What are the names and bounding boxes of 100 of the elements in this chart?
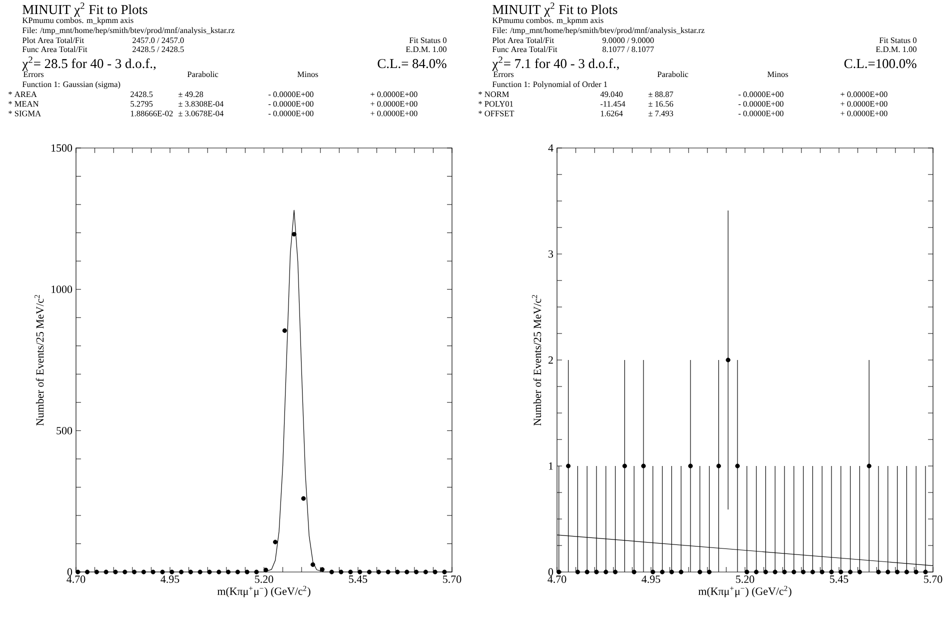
point	[170, 570, 174, 574]
point	[188, 570, 193, 574]
chart-subtitle: KPmumu combos. m_kpmm axis	[22, 17, 134, 25]
y-tick-label: 2	[548, 356, 553, 364]
point	[264, 568, 268, 572]
point	[886, 570, 890, 574]
text: Parabolic	[657, 71, 688, 78]
point	[207, 570, 212, 574]
y-axis-title: Number of Events/25 MeV/c$^{2}$	[532, 295, 542, 426]
point	[292, 232, 296, 236]
text: Errors	[493, 72, 514, 78]
x-tick-label: 5.70	[443, 576, 462, 583]
point	[829, 570, 834, 574]
point	[235, 570, 240, 574]
point	[838, 570, 844, 574]
text: Function 1: Polynomial of Order 1	[492, 81, 608, 89]
point	[301, 496, 306, 501]
x-axis-title: m(Kπμ$^{+}$μ$^{−}$) (GeV/c$^{2}$)	[698, 586, 792, 598]
x-tick-label: 4.95	[160, 576, 180, 583]
point	[698, 570, 702, 574]
text: - 0.0000E+00	[268, 110, 314, 116]
point	[792, 570, 796, 574]
text: ± 16.56	[648, 101, 674, 107]
text: Fit Status 0	[879, 37, 916, 44]
y-tick-label: 3	[548, 250, 554, 258]
text: -11.454	[600, 101, 626, 107]
point	[141, 570, 146, 574]
point	[423, 570, 428, 574]
text: * NORM	[478, 92, 509, 98]
text: 1.88666E-02	[130, 110, 173, 116]
text: * POLY01	[478, 101, 513, 107]
text: E.D.M. 1.00	[876, 46, 916, 52]
point	[914, 570, 918, 574]
point	[198, 570, 202, 574]
text: - 0.0000E+00	[738, 91, 784, 98]
text: + 0.0000E+00	[840, 101, 888, 107]
point	[84, 570, 90, 574]
point	[895, 570, 900, 574]
text: - 0.0000E+00	[268, 91, 314, 98]
text: Minos	[767, 72, 788, 78]
text: File: /tmp_mnt/home/hep/smith/btev/prod/mnf/analysis_kstar.rz	[492, 27, 704, 35]
point	[556, 570, 562, 574]
text: E.D.M. 1.00	[406, 46, 446, 52]
point	[178, 570, 184, 574]
point	[594, 570, 599, 574]
point	[801, 570, 806, 574]
x-tick-label: 4.95	[642, 576, 660, 583]
point	[414, 570, 419, 574]
point	[857, 570, 862, 574]
point	[876, 570, 881, 574]
point	[688, 464, 693, 468]
point	[76, 570, 80, 574]
text: Minos	[297, 72, 318, 78]
text: 2428.5	[130, 91, 153, 98]
point	[848, 570, 853, 574]
point	[604, 570, 608, 574]
y-axis-title: Number of Events/25 MeV/c$^{2}$	[34, 295, 44, 426]
text: 2457.0 / 2457.0	[132, 37, 184, 44]
point	[726, 358, 730, 362]
text: χ$^{2}$= 28.5 for 40 - 3 d.o.f.,	[22, 56, 156, 71]
point	[612, 570, 618, 574]
y-tick-label: 0	[67, 568, 72, 576]
point	[632, 570, 636, 574]
text: * OFFSET	[478, 110, 514, 116]
point	[386, 570, 390, 574]
point	[669, 570, 674, 574]
point	[754, 570, 759, 574]
point	[320, 567, 325, 572]
point	[923, 570, 928, 574]
text: + 0.0000E+00	[840, 110, 888, 116]
y-tick-label: 1	[548, 462, 553, 470]
point	[329, 570, 334, 574]
point	[226, 570, 231, 574]
point	[904, 570, 909, 574]
text: C.L.= 84.0%	[378, 59, 446, 68]
text: File: /tmp_mnt/home/hep/smith/btev/prod/mnf/analysis_kstar.rz	[22, 27, 234, 35]
text: - 0.0000E+00	[268, 101, 314, 107]
text: 2428.5 / 2428.5	[132, 46, 184, 52]
chart-subtitle: KPmumu combos. m_kpmm axis	[492, 17, 604, 25]
x-tick-label: 5.20	[255, 576, 274, 583]
y-tick-label: 4	[548, 144, 554, 152]
point	[735, 464, 740, 468]
point	[716, 464, 721, 468]
text: Errors	[23, 72, 44, 78]
text: Parabolic	[187, 71, 218, 78]
text: ± 49.28	[178, 91, 204, 98]
text: + 0.0000E+00	[370, 91, 418, 98]
x-tick-label: 4.70	[66, 576, 86, 583]
text: 8.1077 / 8.1077	[602, 46, 654, 52]
point	[366, 570, 372, 574]
point	[678, 570, 684, 574]
x-tick-label: 5.45	[349, 576, 368, 583]
point	[442, 570, 447, 574]
point	[744, 570, 750, 574]
x-tick-label: 5.45	[830, 576, 848, 583]
point	[254, 570, 259, 574]
point	[820, 570, 824, 574]
text: Function 1: Gaussian (sigma)	[22, 81, 120, 89]
point	[113, 570, 118, 574]
point	[244, 570, 250, 574]
